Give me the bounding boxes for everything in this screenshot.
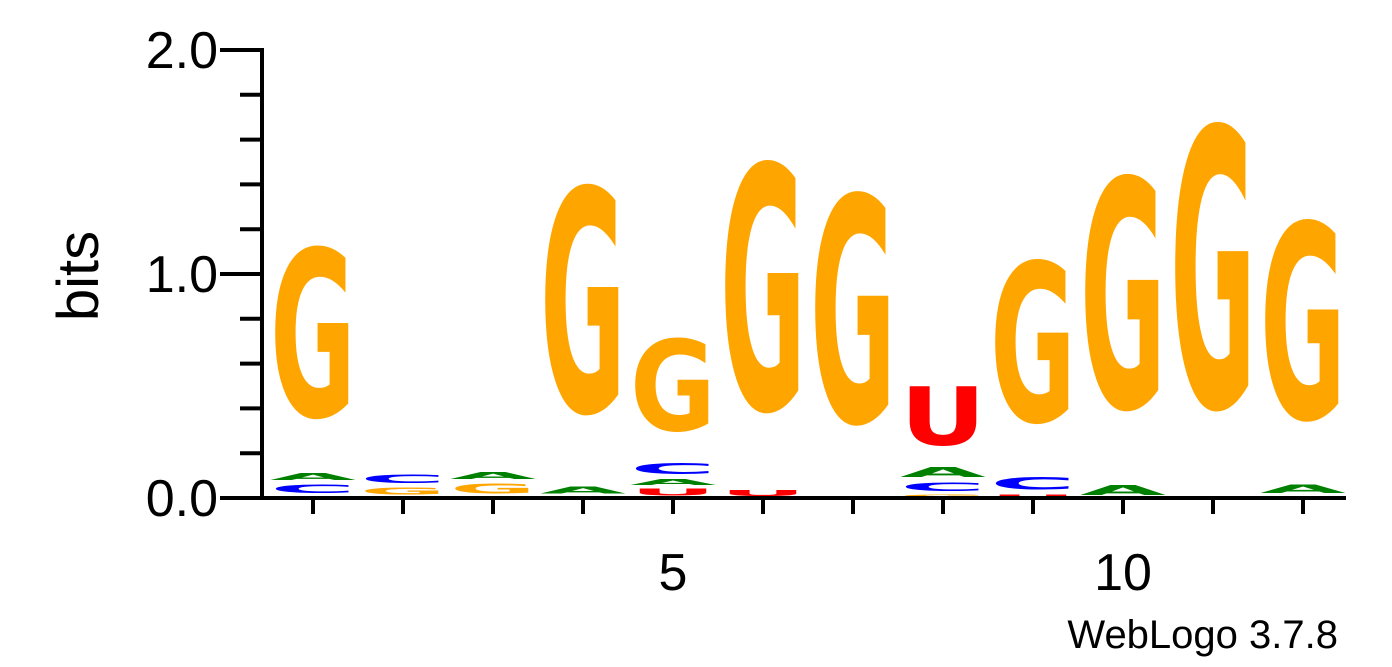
y-tick-label: 0.0: [146, 470, 218, 528]
logo-letter-C: C: [900, 480, 986, 493]
logo-letter-G: G: [540, 127, 626, 483]
stack-position-6: UG: [720, 98, 806, 498]
logo-letter-G: G: [270, 204, 356, 472]
logo-letter-G: G: [1170, 51, 1256, 497]
logo-letter-G: G: [630, 315, 716, 460]
logo-letter-A: A: [540, 485, 626, 496]
logo-letter-A: A: [450, 470, 536, 481]
stack-position-7: AG: [810, 133, 896, 498]
logo-letter-A: A: [900, 465, 986, 481]
logo-letter-C: C: [360, 472, 446, 485]
stack-position-10: AG: [1080, 117, 1166, 498]
logo-letter-G: G: [1260, 169, 1346, 481]
logo-letter-U: U: [630, 487, 716, 498]
stack-position-1: UCAG: [270, 204, 356, 498]
logo-letter-G: G: [360, 486, 446, 497]
logo-letter-G: G: [1080, 117, 1166, 482]
logo-letter-G: G: [990, 220, 1076, 474]
stack-position-3: UGA: [450, 470, 536, 498]
logo-letter-U: U: [990, 494, 1076, 498]
logo-letter-A: A: [1260, 482, 1346, 495]
stack-position-9: UCG: [990, 220, 1076, 498]
logo-letter-C: C: [630, 460, 716, 478]
y-tick-label: 1.0: [146, 246, 218, 304]
stack-position-4: UAG: [540, 127, 626, 498]
logo-letter-U: U: [900, 372, 986, 465]
y-axis-title: bits: [46, 231, 111, 321]
logo-letter-G: G: [720, 98, 806, 488]
y-axis: 0.0 1.0 2.0: [146, 22, 264, 528]
logo-letter-G: G: [900, 494, 986, 498]
logo-letter-G: G: [450, 481, 536, 497]
stack-position-11: G: [1170, 51, 1256, 497]
logo-letter-C: C: [990, 473, 1076, 493]
logo-letter-G: G: [810, 133, 896, 495]
weblogo-version-footer: WebLogo 3.7.8: [1067, 613, 1338, 657]
x-tick-label: 5: [659, 544, 688, 602]
logo-stacks: UCAGUGCUGAUAGUACGUGAGGCAUUCGAGGUAG: [270, 51, 1346, 498]
logo-letter-A: A: [630, 478, 716, 487]
x-axis: 5 10: [260, 496, 1346, 602]
y-tick-label: 2.0: [146, 22, 218, 80]
x-tick-label: 10: [1094, 544, 1152, 602]
logo-letter-U: U: [720, 489, 806, 498]
stack-position-12: UAG: [1260, 169, 1346, 498]
stack-position-2: UGC: [360, 472, 446, 498]
logo-letter-C: C: [270, 482, 356, 495]
logo-letter-A: A: [270, 471, 356, 482]
logo-letter-A: A: [1080, 482, 1166, 498]
